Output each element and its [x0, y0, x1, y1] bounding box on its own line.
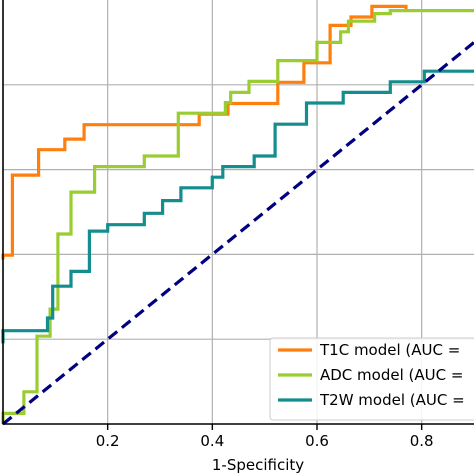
x-axis-label: 1-Specificity [212, 456, 304, 474]
roc-curves [1, 4, 474, 426]
roc-curve-2 [1, 69, 474, 344]
legend-label-2: T2W model (AUC = [319, 391, 465, 409]
x-tick-label-2: 0.6 [305, 432, 329, 450]
x-tick-label-0: 0.2 [96, 432, 120, 450]
x-tick-label-3: 0.8 [410, 432, 434, 450]
legend-label-0: T1C model (AUC = [319, 341, 460, 359]
axes [2, 0, 474, 430]
legend-label-1: ADC model (AUC = [320, 366, 463, 384]
roc-curve-0 [1, 4, 408, 260]
x-tick-labels: 0.2 0.4 0.6 0.8 [96, 432, 434, 450]
roc-curve-1 [1, 9, 474, 424]
legend-box [269, 337, 474, 421]
legend: T1C model (AUC = ADC model (AUC = T2W mode… [269, 337, 474, 421]
x-tick-label-1: 0.4 [200, 432, 224, 450]
grid-lines [3, 0, 474, 424]
